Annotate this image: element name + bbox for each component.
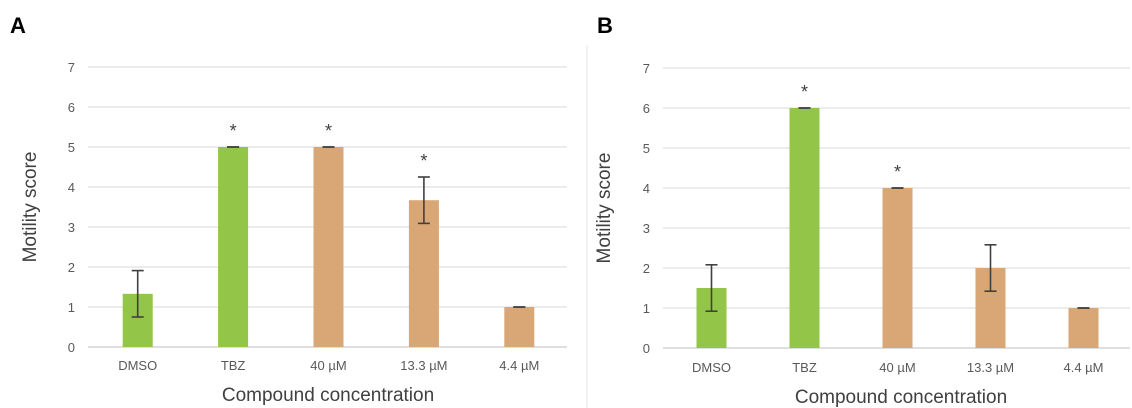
y-tick-label: 4	[68, 180, 75, 195]
chart-panel-b: B 0 1 2 3 4 5 6 7 DMSO * TBZ * 40 µM 13.3 µM 4.4 µM Comp…	[594, 13, 1130, 408]
y-tick-label: 7	[68, 60, 75, 75]
panel-label: A	[10, 13, 26, 38]
significance-marker: *	[325, 121, 332, 141]
x-tick-label: 40 µM	[879, 360, 915, 375]
x-axis-title: Compound concentration	[222, 385, 434, 406]
chart-panel-a: A 0 1 2 3 4 5 6 7 DMSO * TBZ * 40 µM * 13.3 µM 4.4 µM Com…	[10, 13, 567, 406]
y-tick-label: 3	[643, 221, 650, 236]
bar-40-um	[313, 147, 344, 347]
y-tick-label: 7	[643, 61, 650, 76]
x-tick-label: 4.4 µM	[1063, 360, 1103, 375]
y-tick-label: 5	[643, 141, 650, 156]
x-tick-label: 13.3 µM	[967, 360, 1014, 375]
y-tick-label: 0	[643, 341, 650, 356]
y-tick-label: 5	[68, 140, 75, 155]
x-tick-label: TBZ	[221, 358, 246, 373]
significance-marker: *	[420, 151, 427, 171]
y-tick-label: 1	[643, 301, 650, 316]
y-tick-label: 1	[68, 300, 75, 315]
y-tick-label: 0	[68, 340, 75, 355]
x-tick-label: DMSO	[692, 360, 731, 375]
x-tick-label: 4.4 µM	[499, 358, 539, 373]
y-tick-label: 2	[68, 260, 75, 275]
panel-label: B	[597, 13, 613, 38]
significance-marker: *	[230, 121, 237, 141]
bar-40-um	[882, 188, 913, 348]
y-tick-label: 4	[643, 181, 650, 196]
significance-marker: *	[801, 82, 808, 102]
x-axis-title: Compound concentration	[795, 387, 1007, 408]
x-tick-label: DMSO	[118, 358, 157, 373]
bar-4-4-um	[1068, 308, 1099, 348]
y-tick-label: 6	[68, 100, 75, 115]
bar-tbz	[218, 147, 249, 347]
y-tick-label: 3	[68, 220, 75, 235]
y-axis-title: Motility score	[20, 152, 41, 263]
bar-tbz	[789, 108, 820, 348]
x-tick-label: 13.3 µM	[400, 358, 447, 373]
x-tick-label: 40 µM	[310, 358, 346, 373]
y-axis-title: Motility score	[594, 153, 615, 264]
bar-13-3-um	[408, 200, 439, 347]
y-tick-label: 2	[643, 261, 650, 276]
y-tick-label: 6	[643, 101, 650, 116]
x-tick-label: TBZ	[792, 360, 817, 375]
bar-4-4-um	[504, 307, 535, 347]
significance-marker: *	[894, 162, 901, 182]
